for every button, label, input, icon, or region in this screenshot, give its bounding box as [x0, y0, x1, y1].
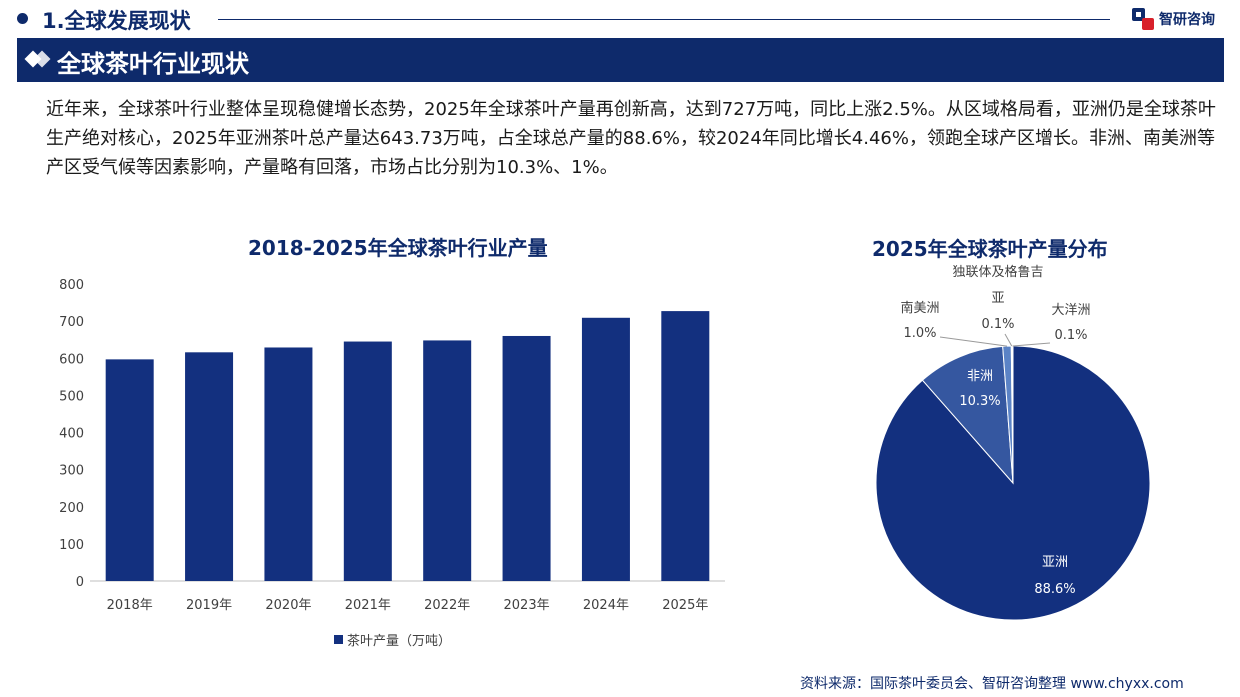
pie-label-asia: 亚洲	[1042, 555, 1068, 570]
x-tick-label: 2022年	[424, 598, 470, 613]
bar	[661, 311, 710, 581]
double-diamond-icon	[24, 50, 51, 70]
pie-label-south-america: 南美洲	[900, 300, 939, 316]
y-tick-label: 500	[59, 389, 84, 404]
banner-title: 全球茶叶行业现状	[57, 50, 249, 78]
leader-line-oceania	[1012, 342, 1051, 347]
x-tick-label: 2019年	[186, 598, 232, 613]
y-tick-label: 800	[59, 278, 84, 293]
y-tick-label: 700	[59, 315, 84, 330]
pie-chart-title: 2025年全球茶叶产量分布	[872, 237, 1108, 261]
pie-value-africa: 10.3%	[959, 394, 1000, 409]
legend: 茶叶产量（万吨）	[334, 633, 451, 649]
leader-line-south-america	[939, 336, 1008, 347]
bar	[502, 335, 551, 581]
y-tick-label: 0	[76, 575, 84, 590]
legend-swatch	[334, 635, 343, 644]
y-tick-label: 200	[59, 501, 84, 516]
summary-paragraph: 近年来，全球茶叶行业整体呈现稳健增长态势，2025年全球茶叶产量再创新高，达到7…	[46, 99, 1216, 178]
x-tick-label: 2020年	[265, 598, 311, 613]
pie-value-asia: 88.6%	[1034, 582, 1075, 597]
bar	[423, 340, 472, 581]
section-title: 1.全球发展现状	[42, 9, 191, 33]
x-tick-label: 2024年	[583, 598, 629, 613]
bullet-dot-icon	[17, 13, 28, 24]
logo-text: 智研咨询	[1159, 12, 1215, 28]
header-divider	[218, 19, 1110, 20]
x-tick-label: 2021年	[345, 598, 391, 613]
x-tick-label: 2018年	[107, 598, 153, 613]
pie-label-cis-georgia-line2: 亚	[991, 291, 1004, 306]
bar-chart: 0 100 200 300 400 500 600 700 800 2018年 2019年 2020年…	[59, 278, 725, 649]
y-tick-label: 100	[59, 538, 84, 553]
pie-label-cis-georgia-line1: 独联体及格鲁吉	[952, 264, 1043, 280]
pie-label-africa: 非洲	[967, 369, 993, 384]
pie-slice-africa	[921, 345, 1014, 485]
x-tick-label: 2023年	[504, 598, 550, 613]
bar	[264, 347, 313, 581]
logo-icon	[1132, 8, 1154, 30]
y-tick-label: 300	[59, 464, 84, 479]
brand-logo: 智研咨询	[1132, 7, 1215, 31]
bar-chart-title: 2018-2025年全球茶叶行业产量	[248, 236, 548, 260]
bar	[581, 317, 630, 581]
bar	[185, 352, 234, 581]
x-tick-label: 2025年	[662, 598, 708, 613]
pie-value-cis-georgia: 0.1%	[981, 317, 1014, 332]
leader-line-cis-georgia	[1004, 333, 1013, 347]
y-tick-label: 400	[59, 427, 84, 442]
pie-value-oceania: 0.1%	[1054, 328, 1087, 343]
source-note: 资料来源：国际茶叶委员会、智研咨询整理 www.chyxx.com	[800, 676, 1184, 692]
bar	[343, 341, 392, 581]
section-header: 1.全球发展现状 智研咨询	[0, 0, 1240, 38]
pie-slice-asia	[875, 345, 1151, 621]
legend-label: 茶叶产量（万吨）	[347, 633, 451, 649]
bar	[105, 359, 154, 581]
pie-value-south-america: 1.0%	[903, 326, 936, 341]
y-tick-label: 600	[59, 352, 84, 367]
pie-label-oceania: 大洋洲	[1051, 303, 1090, 318]
title-banner: 全球茶叶行业现状	[17, 38, 1224, 82]
